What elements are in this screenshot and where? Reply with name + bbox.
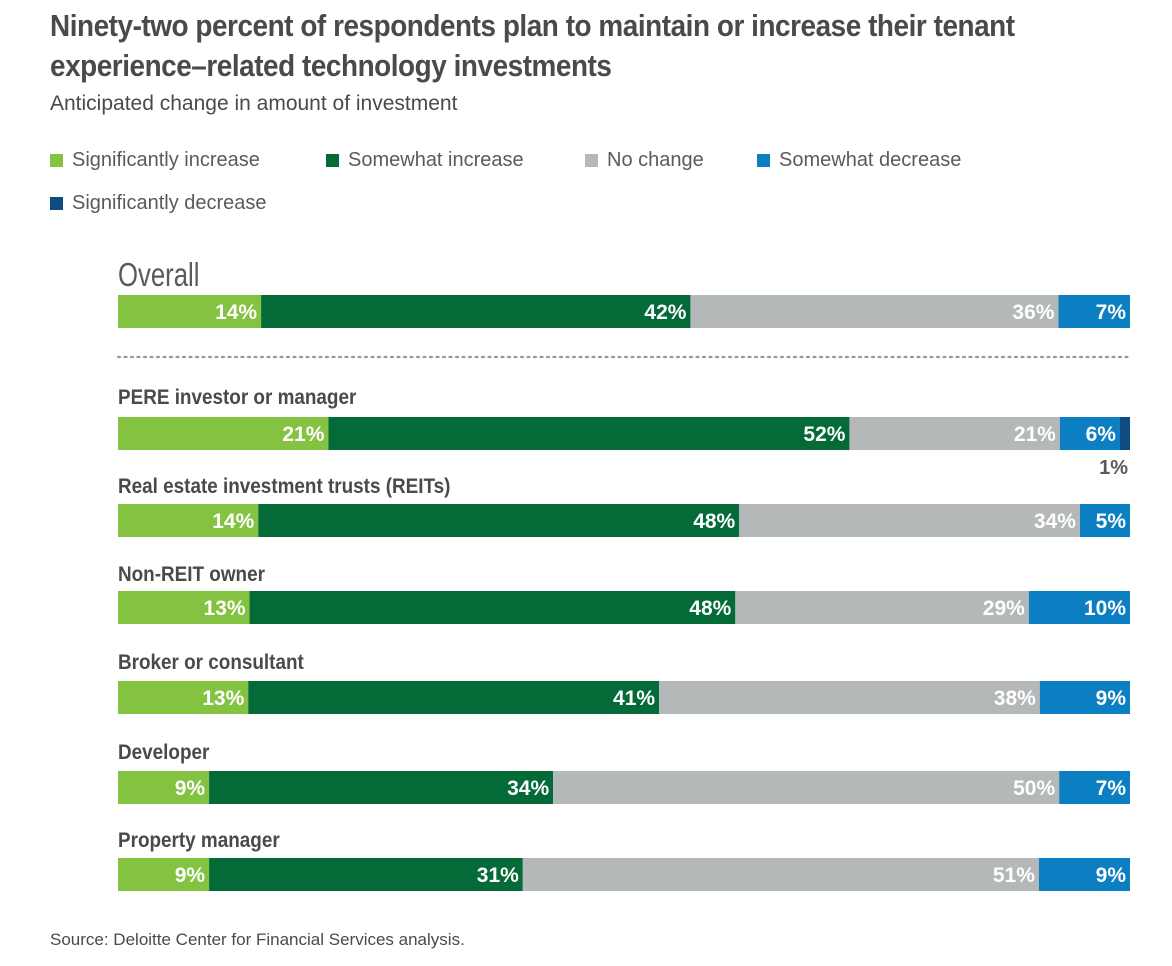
bar-segment-significantly-increase	[118, 771, 210, 804]
bar-segment-somewhat-increase	[261, 295, 691, 328]
data-label-somewhat-increase: 31%	[477, 864, 519, 887]
chart-subtitle: Anticipated change in amount of investme…	[50, 92, 458, 115]
legend-item-no-change: No change	[585, 148, 704, 172]
bar-segment-somewhat-increase	[328, 417, 850, 450]
data-label-somewhat-increase: 41%	[613, 687, 655, 710]
data-label-somewhat-increase: 48%	[689, 597, 731, 620]
category-label-property-manager: Property manager	[118, 829, 280, 852]
bar-segment-somewhat-decrease	[1079, 504, 1130, 537]
data-label-somewhat-decrease: 5%	[1096, 510, 1127, 533]
legend-item-somewhat-decrease: Somewhat decrease	[757, 148, 961, 172]
legend-swatch	[585, 153, 598, 167]
legend-swatch	[50, 153, 63, 167]
legend-label: Somewhat decrease	[779, 148, 962, 171]
data-label-significantly-decrease: 1%	[1099, 457, 1128, 479]
category-label-pere-investor-or-manager: PERE investor or manager	[118, 386, 357, 409]
bar-segment-somewhat-decrease	[1059, 771, 1130, 804]
bar-segment-significantly-increase	[118, 591, 250, 624]
data-label-somewhat-decrease: 7%	[1096, 301, 1127, 324]
data-label-significantly-increase: 13%	[204, 597, 246, 620]
bar-segment-no-change	[522, 858, 1039, 891]
bar-segment-somewhat-increase	[249, 591, 736, 624]
data-label-somewhat-increase: 42%	[644, 301, 686, 324]
bar-segment-somewhat-decrease	[1038, 858, 1130, 891]
bar-segment-no-change	[659, 681, 1040, 714]
bar-segment-somewhat-increase	[209, 771, 554, 804]
source-note: Source: Deloitte Center for Financial Se…	[50, 930, 465, 949]
bar-segment-somewhat-increase	[258, 504, 740, 537]
bar-segment-significantly-decrease	[1119, 417, 1130, 450]
data-label-no-change: 34%	[1034, 510, 1076, 533]
data-label-somewhat-increase: 52%	[803, 423, 845, 446]
chart-title-line-1: Ninety-two percent of respondents plan t…	[50, 8, 1015, 43]
bar-segment-somewhat-decrease	[1028, 591, 1130, 624]
bar-segment-somewhat-increase	[209, 858, 523, 891]
data-label-no-change: 50%	[1013, 777, 1055, 800]
data-label-somewhat-decrease: 6%	[1086, 423, 1117, 446]
data-label-significantly-increase: 9%	[175, 777, 206, 800]
chart-title-line-2: experience–related technology investment…	[50, 48, 612, 83]
category-label-developer: Developer	[118, 741, 210, 764]
bar-segment-somewhat-increase	[248, 681, 660, 714]
bar-segment-significantly-increase	[118, 858, 210, 891]
data-label-significantly-increase: 13%	[202, 687, 244, 710]
bar-segment-no-change	[553, 771, 1060, 804]
data-label-no-change: 29%	[983, 597, 1025, 620]
data-label-somewhat-increase: 34%	[507, 777, 549, 800]
bar-segment-significantly-increase	[118, 417, 329, 450]
data-label-somewhat-decrease: 9%	[1096, 864, 1127, 887]
legend-swatch	[757, 153, 770, 167]
legend-swatch	[50, 196, 63, 210]
legend-item-significantly-decrease: Significantly decrease	[50, 191, 267, 215]
category-label-broker-or-consultant: Broker or consultant	[118, 651, 304, 674]
data-label-significantly-increase: 21%	[282, 423, 324, 446]
bar-segment-no-change	[849, 417, 1060, 450]
legend-item-significantly-increase: Significantly increase	[50, 148, 260, 172]
data-label-somewhat-decrease: 10%	[1084, 597, 1126, 620]
legend-label: Significantly decrease	[72, 191, 267, 214]
bar-segment-no-change	[735, 591, 1029, 624]
category-label-real-estate-investment-trusts-reits: Real estate investment trusts (REITs)	[118, 475, 450, 498]
data-label-significantly-increase: 14%	[215, 301, 257, 324]
data-label-no-change: 21%	[1014, 423, 1056, 446]
bar-segment-significantly-increase	[118, 504, 259, 537]
legend-item-somewhat-increase: Somewhat increase	[326, 148, 524, 172]
bar-segment-no-change	[739, 504, 1080, 537]
data-label-somewhat-decrease: 9%	[1096, 687, 1127, 710]
legend-swatch	[326, 153, 339, 167]
data-label-somewhat-decrease: 7%	[1096, 777, 1127, 800]
data-label-significantly-increase: 14%	[212, 510, 254, 533]
bar-segment-significantly-increase	[118, 295, 262, 328]
bar-segment-somewhat-decrease	[1039, 681, 1130, 714]
legend-label: Somewhat increase	[348, 148, 524, 171]
data-label-no-change: 51%	[993, 864, 1035, 887]
bar-segment-somewhat-decrease	[1058, 295, 1130, 328]
chart-title: Ninety-two percent of respondents plan t…	[50, 6, 1040, 86]
bar-segment-somewhat-decrease	[1059, 417, 1120, 450]
bar-segment-no-change	[690, 295, 1059, 328]
category-label-overall: Overall	[118, 257, 200, 294]
category-label-non-reit-owner: Non-REIT owner	[118, 563, 265, 586]
data-label-significantly-increase: 9%	[175, 864, 206, 887]
bar-segment-significantly-increase	[118, 681, 249, 714]
legend-label: Significantly increase	[72, 148, 260, 171]
data-label-somewhat-increase: 48%	[693, 510, 735, 533]
data-label-no-change: 36%	[1012, 301, 1054, 324]
data-label-no-change: 38%	[994, 687, 1036, 710]
legend-label: No change	[607, 148, 704, 171]
